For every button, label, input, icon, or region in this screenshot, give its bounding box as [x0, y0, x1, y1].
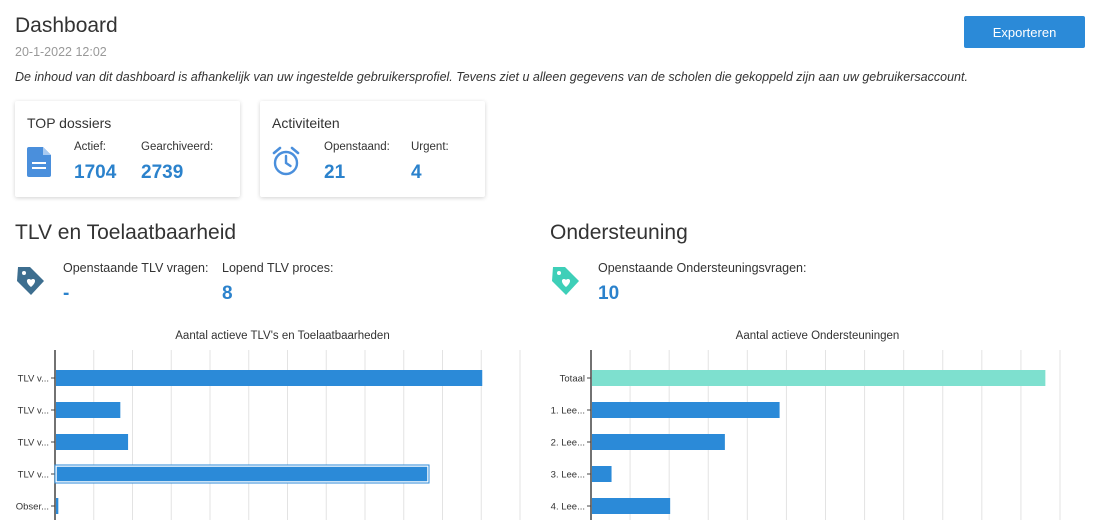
y-tick-label: 1. Lee... — [551, 406, 585, 417]
actief-label: Actief: — [74, 141, 106, 153]
bar[interactable] — [55, 465, 429, 483]
lopend-tlv-value: 8 — [222, 283, 233, 304]
lopend-tlv-label: Lopend TLV proces: — [222, 261, 334, 275]
bar[interactable] — [56, 370, 483, 386]
openstaande-tlv-label: Openstaande TLV vragen: — [63, 261, 209, 275]
actief-value: 1704 — [74, 162, 117, 183]
gearchiveerd-value: 2739 — [141, 162, 184, 183]
y-tick-label: TLV v... — [18, 374, 49, 385]
y-tick-label: TLV v... — [18, 406, 49, 417]
bar[interactable] — [592, 498, 671, 514]
openstaande-ondersteuning-value: 10 — [598, 283, 620, 304]
openstaande-ondersteuning-label: Openstaande Ondersteuningsvragen: — [598, 261, 807, 275]
bar[interactable] — [592, 370, 1046, 386]
document-icon — [27, 147, 53, 177]
activiteiten-card: Activiteiten Openstaand: 21 Urgent: 4 — [260, 101, 485, 197]
card-title: Activiteiten — [272, 115, 340, 131]
y-tick-label: Totaal — [560, 374, 585, 385]
y-tick-label: Obser... — [16, 502, 49, 513]
openstaand-label: Openstaand: — [324, 141, 390, 153]
page-date: 20-1-2022 12:02 — [15, 45, 107, 59]
openstaande-tlv-value: - — [63, 283, 70, 304]
page-title: Dashboard — [15, 14, 118, 37]
bar[interactable] — [592, 466, 612, 482]
top-dossiers-card: TOP dossiers Actief: 1704 Gearchiveerd: … — [15, 101, 240, 197]
tlv-bar-chart: TLV v... TLV v... TLV v... TLV v... Obser... — [16, 350, 521, 520]
tlv-section-title: TLV en Toelaatbaarheid — [15, 221, 237, 244]
page-description: De inhoud van dit dashboard is afhankeli… — [15, 70, 968, 84]
ondersteuning-bar-chart: Totaal 1. Lee... 2. Lee... 3. Lee... 4. Lee.… — [551, 350, 1061, 520]
gearchiveerd-label: Gearchiveerd: — [141, 141, 214, 153]
export-button[interactable]: Exporteren — [964, 16, 1085, 48]
tag-heart-icon — [16, 265, 46, 299]
tag-heart-icon — [551, 265, 581, 299]
alarm-clock-icon — [272, 145, 300, 177]
urgent-label: Urgent: — [411, 141, 449, 153]
y-tick-label: 4. Lee... — [551, 502, 585, 513]
ondersteuning-chart-title: Aantal actieve Ondersteuningen — [735, 330, 900, 342]
bar[interactable] — [592, 434, 725, 450]
y-tick-label: 2. Lee... — [551, 438, 585, 449]
y-tick-label: TLV v... — [18, 470, 49, 481]
tlv-chart-title: Aantal actieve TLV's en Toelaatbaarheden — [175, 330, 390, 342]
bar[interactable] — [56, 402, 121, 418]
ondersteuning-section-title: Ondersteuning — [550, 221, 688, 244]
card-title: TOP dossiers — [27, 115, 112, 131]
bar-highlight-outline — [54, 464, 430, 484]
bar[interactable] — [592, 402, 780, 418]
openstaand-value: 21 — [324, 162, 346, 183]
bar[interactable] — [56, 498, 59, 514]
urgent-value: 4 — [411, 162, 422, 183]
y-tick-label: TLV v... — [18, 438, 49, 449]
bar[interactable] — [56, 434, 129, 450]
y-tick-label: 3. Lee... — [551, 470, 585, 481]
